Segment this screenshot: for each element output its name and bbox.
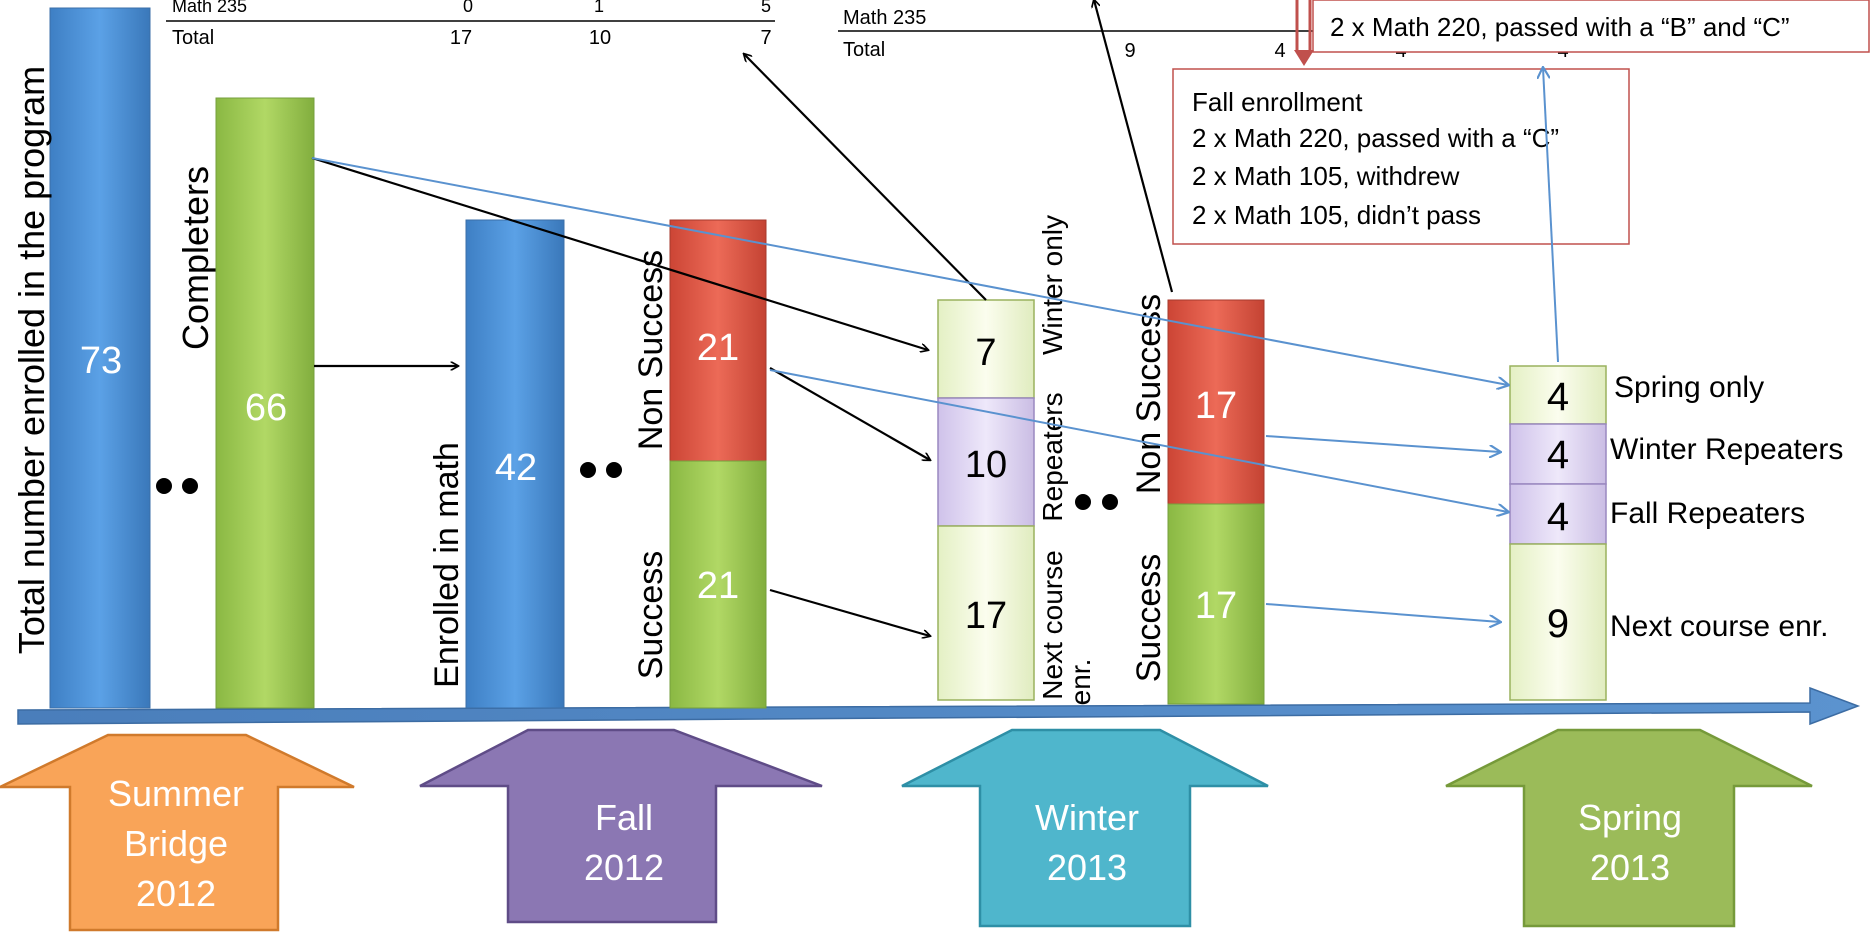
winter-success-label: Success [1130, 554, 1168, 683]
dot-1a [156, 478, 172, 494]
enrolled-in-math-label: Enrolled in math [428, 442, 466, 688]
fall-box-title: Fall enrollment [1192, 87, 1363, 117]
winter-non-success-label: Non Success [1130, 294, 1168, 494]
dot-2b [606, 462, 622, 478]
top-note: 2 x Math 220, passed with a “B” and “C” [1312, 0, 1870, 53]
enrolled-in-math-bar [465, 219, 565, 709]
fall-success-bar [669, 460, 767, 709]
winter-next-course-value: 17 [965, 595, 1007, 637]
winter-repeaters-label: Repeaters [1037, 392, 1068, 521]
spring-fall-repeaters-label: Fall Repeaters [1610, 497, 1805, 530]
term-winter: Winter 2013 [901, 728, 1269, 928]
table-left-math235-c1: 0 [463, 0, 473, 16]
winter-only-value: 7 [975, 332, 996, 374]
spring-winter-repeaters-box [1509, 423, 1607, 485]
winter-only-box [937, 299, 1035, 399]
table-left-total-c2: 10 [589, 27, 611, 49]
top-table-left: Math 235 0 1 5 Total 17 10 7 [166, 0, 775, 49]
term-spring: Spring 2013 [1445, 728, 1813, 928]
arrow-winter-success-to-next [1265, 603, 1500, 622]
table-right-math235-label: Math 235 [843, 7, 926, 29]
spring-fall-repeaters-value: 4 [1547, 495, 1569, 539]
term-winter-line-2: 2013 [1047, 847, 1127, 888]
timeline-arrow [17, 686, 1861, 726]
arrow-spring-only-to-table [1543, 68, 1559, 363]
table-left-math235-label: Math 235 [172, 0, 247, 16]
arrow-fall-nonsuccess-to-fall-repeaters [769, 369, 1508, 512]
total-enrolled-label: Total number enrolled in the program [11, 66, 52, 654]
spring-next-course-value: 9 [1547, 602, 1569, 646]
red-down-arrow [1294, 0, 1314, 66]
spring-next-course-label: Next course enr. [1610, 610, 1828, 643]
arrow-fall-nonsuccess-to-repeaters [769, 367, 930, 460]
completers-label: Completers [175, 166, 216, 350]
term-summer: Summer Bridge 2012 [0, 733, 355, 932]
arrow-completers-to-spring-only [311, 157, 1508, 385]
fall-box-line-2: 2 x Math 105, withdrew [1192, 161, 1460, 191]
winter-next-course-label-2: enr. [1065, 659, 1096, 706]
fall-non-success-label: Non Success [632, 250, 670, 450]
table-left-total-label: Total [172, 27, 214, 49]
spring-winter-repeaters-label: Winter Repeaters [1610, 433, 1843, 466]
fall-box-line-3: 2 x Math 105, didn’t pass [1192, 200, 1481, 230]
table-left-math235-c3: 5 [761, 0, 771, 16]
table-right-total-label: Total [843, 39, 885, 61]
term-summer-line-2: Bridge [124, 823, 228, 864]
winter-only-label: Winter only [1037, 215, 1068, 355]
fall-box-line-1: 2 x Math 220, passed with a “C” [1192, 123, 1559, 153]
table-left-total-c3: 7 [760, 27, 771, 49]
table-left-total-c1: 17 [450, 27, 472, 49]
spring-only-label: Spring only [1614, 371, 1764, 404]
dot-1b [182, 478, 198, 494]
winter-non-success-bar [1167, 299, 1265, 505]
term-summer-line-3: 2012 [136, 873, 216, 914]
enrolled-in-math-value: 42 [495, 447, 537, 489]
table-right-total-c2: 4 [1274, 40, 1285, 62]
dot-3a [1075, 494, 1091, 510]
top-note-text: 2 x Math 220, passed with a “B” and “C” [1330, 12, 1790, 42]
winter-repeaters-value: 10 [965, 444, 1007, 486]
winter-next-course-label-1: Next course [1037, 550, 1068, 699]
completers-value: 66 [245, 387, 287, 429]
table-right-total-c1: 9 [1124, 40, 1135, 62]
winter-repeaters-box [937, 397, 1035, 527]
spring-winter-repeaters-value: 4 [1547, 433, 1569, 477]
fall-non-success-value: 21 [697, 327, 739, 369]
term-fall: Fall 2012 [419, 728, 823, 924]
blue-arrows [311, 68, 1559, 622]
winter-next-course-box [937, 525, 1035, 701]
winter-success-bar [1167, 503, 1265, 705]
arrow-fall-success-to-next [769, 588, 930, 636]
term-winter-line-1: Winter [1035, 797, 1139, 838]
black-arrows [311, 0, 1174, 636]
term-fall-line-1: Fall [595, 797, 653, 838]
spring-only-value: 4 [1547, 375, 1569, 419]
term-spring-line-1: Spring [1578, 797, 1682, 838]
arrow-winter-nonsuccess-to-winter-repeaters [1265, 435, 1500, 452]
arrow-completers-to-winter-only [311, 156, 928, 350]
fall-enrollment-box: Fall enrollment 2 x Math 220, passed wit… [1172, 68, 1630, 245]
arrow-winter-nonsuccess-to-table [1094, 0, 1174, 293]
dot-3b [1102, 494, 1118, 510]
completers-bar [215, 97, 315, 709]
total-enrolled-value: 73 [80, 340, 122, 382]
term-fall-line-2: 2012 [584, 847, 664, 888]
spring-only-box [1509, 365, 1607, 425]
term-summer-line-1: Summer [108, 773, 244, 814]
arrow-winter-only-to-table [744, 54, 987, 301]
spring-next-course-box [1509, 543, 1607, 701]
winter-success-value: 17 [1195, 585, 1237, 627]
term-spring-line-2: 2013 [1590, 847, 1670, 888]
spring-fall-repeaters-box [1509, 483, 1607, 545]
table-left-math235-c2: 1 [594, 0, 604, 16]
fall-non-success-bar [669, 219, 767, 462]
fall-success-label: Success [632, 551, 670, 680]
dot-2a [580, 462, 596, 478]
winter-non-success-value: 17 [1195, 385, 1237, 427]
fall-success-value: 21 [697, 565, 739, 607]
total-enrolled-bar [49, 7, 151, 709]
